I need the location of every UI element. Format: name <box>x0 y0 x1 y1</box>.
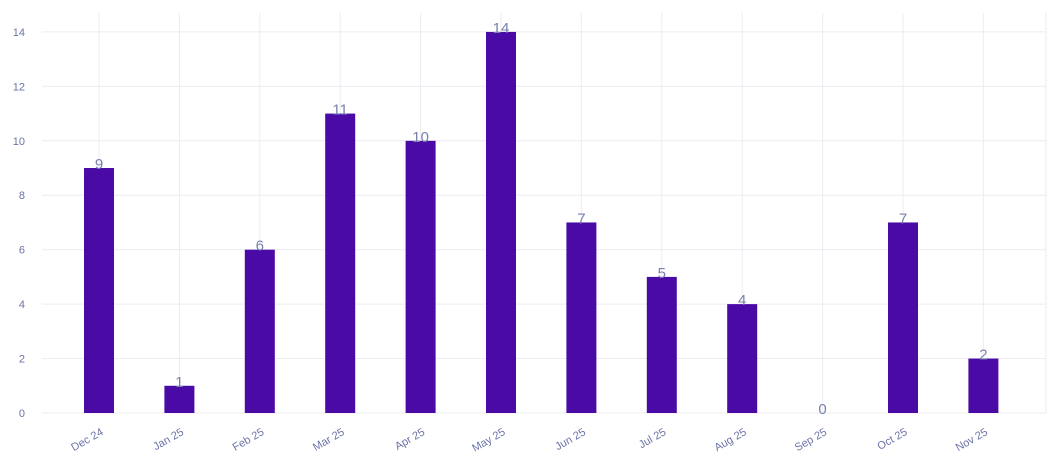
y-tick-label: 2 <box>19 354 25 366</box>
bar <box>566 222 597 413</box>
bar-value-label: 7 <box>577 210 585 227</box>
x-tick-label: Jan 25 <box>151 426 186 453</box>
bar-value-label: 11 <box>332 102 348 119</box>
bar <box>405 140 436 414</box>
y-tick-label: 12 <box>13 81 25 93</box>
x-tick-label: Dec 24 <box>69 426 105 454</box>
bar-value-label: 5 <box>658 265 666 282</box>
bar-value-label: 9 <box>95 156 103 173</box>
bar-value-label: 2 <box>979 347 987 364</box>
x-tick-label: Feb 25 <box>231 426 267 454</box>
bar-value-label: 10 <box>412 129 429 146</box>
x-tick-label: Jul 25 <box>637 426 668 451</box>
x-tick-label: Apr 25 <box>393 426 427 453</box>
bar <box>164 385 195 413</box>
x-tick-label: Jun 25 <box>553 426 588 453</box>
x-tick-label: Oct 25 <box>875 426 909 453</box>
bar-value-label: 1 <box>175 374 183 391</box>
bar <box>84 168 114 413</box>
data-labels: 9 1 6 11 10 14 7 5 4 0 7 2 <box>95 20 988 418</box>
x-tick-label: Aug 25 <box>712 426 748 454</box>
bars <box>84 31 999 414</box>
y-tick-label: 8 <box>19 190 25 202</box>
bar <box>646 276 677 413</box>
y-tick-label: 0 <box>19 408 25 420</box>
y-tick-label: 6 <box>19 245 25 257</box>
bar <box>888 222 918 413</box>
bar <box>727 304 758 413</box>
bar-value-label: 14 <box>493 20 510 37</box>
bar <box>325 113 356 413</box>
bar <box>968 358 999 413</box>
y-tick-label: 14 <box>13 27 25 39</box>
bar-value-label: 6 <box>256 238 264 255</box>
y-tick-label: 4 <box>19 299 25 311</box>
x-tick-label: Sep 25 <box>793 426 829 454</box>
bar <box>486 31 516 413</box>
y-tick-label: 10 <box>13 136 25 148</box>
x-tick-label: Nov 25 <box>954 426 990 454</box>
bar-value-label: 7 <box>899 210 907 227</box>
bar-value-label: 0 <box>818 401 826 418</box>
y-axis-ticks: 0 2 4 6 8 10 12 14 <box>13 27 25 420</box>
x-tick-label: Mar 25 <box>311 426 347 454</box>
bar <box>244 249 275 413</box>
bar-value-label: 4 <box>738 292 746 309</box>
x-axis-ticks: Dec 24 Jan 25 Feb 25 Mar 25 Apr 25 May 25 Jun … <box>69 426 990 454</box>
x-tick-label: May 25 <box>470 426 507 454</box>
